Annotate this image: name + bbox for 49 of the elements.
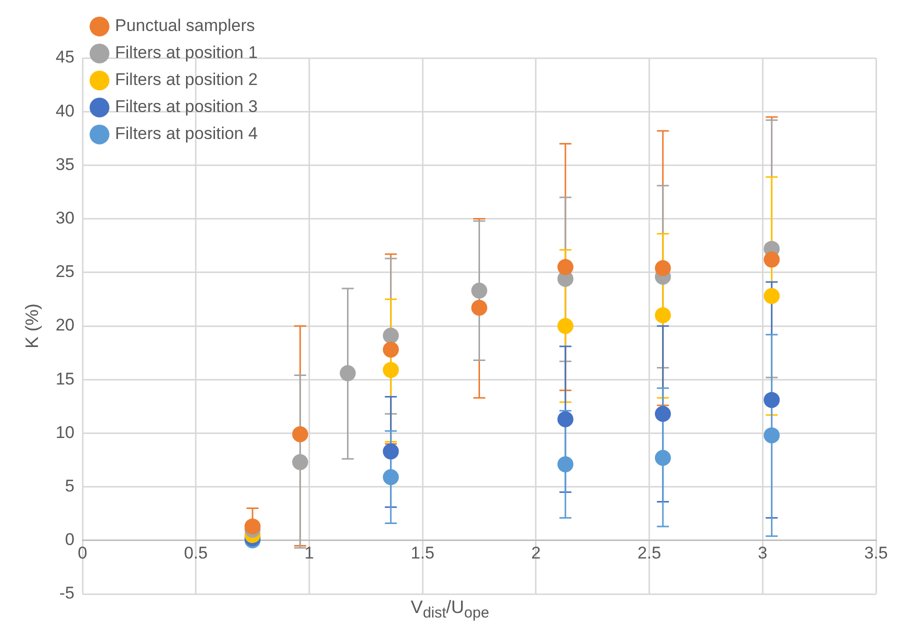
- x-tick-label: 2.5: [637, 543, 662, 562]
- y-tick-label: 35: [56, 154, 75, 174]
- x-tick-label: 0: [78, 543, 88, 562]
- legend-label: Punctual samplers: [115, 16, 255, 36]
- point: [764, 252, 780, 268]
- point: [764, 288, 780, 304]
- y-tick-label: 0: [65, 530, 75, 550]
- point: [382, 469, 399, 486]
- point: [764, 427, 780, 444]
- point: [654, 260, 671, 276]
- y-tick-label: -5: [59, 584, 75, 603]
- x-tick-label: 1: [304, 543, 314, 562]
- point: [382, 443, 399, 460]
- point: [340, 365, 356, 382]
- point: [654, 406, 671, 422]
- point: [471, 282, 488, 299]
- x-axis-title: V$_{dist}$/U$_{ope}$: [410, 597, 490, 622]
- y-tick-label: 5: [65, 476, 75, 496]
- x-tick-label: 2: [531, 543, 541, 562]
- y-tick-label: 45: [56, 48, 75, 67]
- x-tick-label: 3: [758, 543, 768, 562]
- y-tick-label: 20: [56, 316, 75, 335]
- y-tick-label: 30: [56, 208, 75, 228]
- x-tick-label: 3.5: [864, 543, 888, 562]
- x-tick-label: 1.5: [410, 543, 434, 562]
- y-tick-label: 25: [56, 262, 75, 282]
- x-tick-label: 0.5: [184, 543, 208, 562]
- point: [292, 454, 308, 470]
- legend-label: Filters at position 3: [115, 97, 258, 116]
- point: [557, 318, 574, 334]
- y-tick-label: 10: [56, 422, 75, 442]
- point: [557, 411, 574, 428]
- point: [764, 392, 780, 408]
- y-tick-label: 40: [56, 101, 75, 120]
- legend-label: Filters at position 4: [115, 124, 258, 144]
- point: [382, 328, 399, 344]
- point: [382, 342, 399, 358]
- y-tick-label: 15: [56, 369, 75, 388]
- point: [557, 259, 574, 276]
- legend-label: Filters at position 1: [115, 43, 258, 62]
- point: [244, 518, 261, 534]
- point: [382, 362, 399, 378]
- legend-label: Filters at position 2: [115, 70, 258, 90]
- point: [557, 456, 574, 472]
- point: [471, 300, 488, 316]
- point: [654, 450, 671, 466]
- point: [654, 307, 671, 324]
- point: [292, 426, 308, 442]
- y-axis-title: K (%): [22, 304, 42, 348]
